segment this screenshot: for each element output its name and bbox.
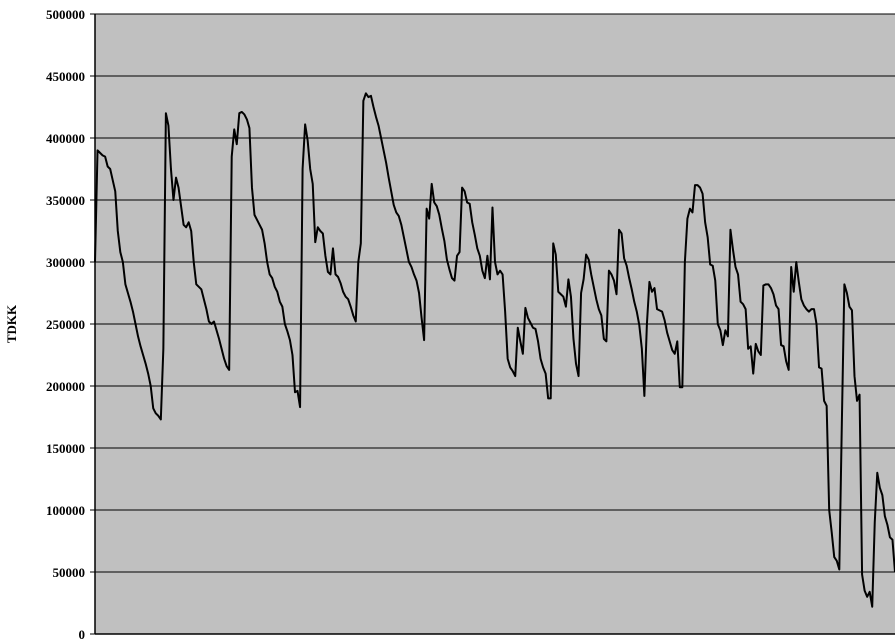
gridlines bbox=[95, 13, 895, 635]
y-axis-ticks: 0 50000 100000 150000 200000 250000 300000 3500… bbox=[46, 7, 895, 639]
y-tick-label: 350000 bbox=[46, 193, 85, 208]
series-line bbox=[94, 92, 895, 608]
y-tick-label: 50000 bbox=[53, 565, 86, 580]
y-tick-label: 400000 bbox=[46, 131, 85, 146]
y-tick-label: 450000 bbox=[46, 69, 85, 84]
y-tick-label: 250000 bbox=[46, 317, 85, 332]
y-tick-label: 300000 bbox=[46, 255, 85, 270]
y-tick-label: 200000 bbox=[46, 379, 85, 394]
y-axis-title: TDKK bbox=[4, 304, 19, 343]
y-tick-label: 100000 bbox=[46, 503, 85, 518]
y-tick-label: 150000 bbox=[46, 441, 85, 456]
y-tick-label: 500000 bbox=[46, 7, 85, 22]
series-layer bbox=[94, 92, 895, 608]
y-tick-label: 0 bbox=[79, 627, 86, 639]
